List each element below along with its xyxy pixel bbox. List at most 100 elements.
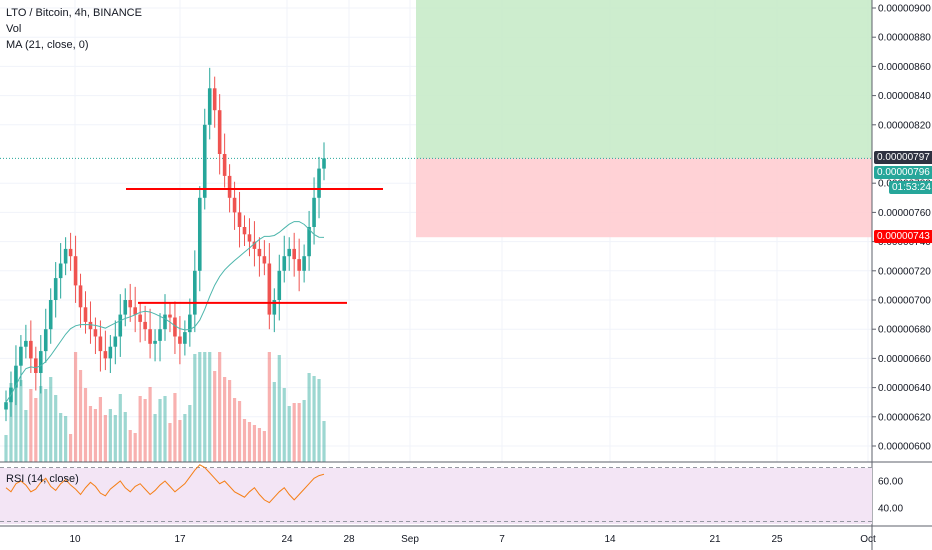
candle-body[interactable] [43, 329, 48, 352]
candle-body[interactable] [83, 307, 88, 322]
candle-body[interactable] [24, 340, 28, 347]
candle-body[interactable] [14, 365, 18, 388]
volume-bar [93, 409, 98, 462]
volume-bar [237, 401, 242, 462]
candle-body[interactable] [4, 402, 8, 410]
candle-body[interactable] [267, 263, 272, 315]
candle-body[interactable] [282, 256, 287, 271]
candle-body[interactable] [73, 256, 78, 286]
volume-bar [143, 399, 147, 462]
volume-bar [14, 371, 18, 462]
y-tick-label: 0.00000820 [878, 120, 931, 131]
candle-body[interactable] [133, 307, 137, 315]
candle-body[interactable] [38, 351, 43, 373]
candle-body[interactable] [118, 314, 123, 337]
rsi-tick-label: 60.00 [878, 477, 903, 488]
candle-body[interactable] [202, 124, 207, 198]
candle-body[interactable] [193, 270, 197, 315]
volume-bar [242, 419, 247, 462]
x-tick-label: 28 [343, 534, 355, 545]
candle-body[interactable] [103, 351, 108, 359]
y-tick-label: 0.00000680 [878, 325, 931, 336]
candle-body[interactable] [317, 168, 321, 198]
candle-body[interactable] [138, 314, 142, 322]
x-tick-label: 21 [709, 534, 721, 545]
candle-body[interactable] [262, 256, 267, 264]
candle-body[interactable] [222, 154, 227, 176]
y-tick-label: 0.00000720 [878, 266, 931, 277]
volume-bar [208, 352, 212, 462]
candle-body[interactable] [98, 336, 103, 352]
candle-body[interactable] [143, 321, 147, 330]
volume-bar [272, 382, 276, 462]
legend-rsi: RSI (14, close) [6, 473, 79, 485]
candle-body[interactable] [247, 234, 252, 242]
candle-body[interactable] [232, 197, 237, 213]
volume-bar [178, 420, 182, 462]
candle-body[interactable] [197, 197, 202, 271]
x-tick-label: 14 [604, 534, 616, 545]
candle-body[interactable] [292, 248, 296, 260]
candle-body[interactable] [128, 300, 133, 308]
y-tick-label: 0.00000760 [878, 208, 931, 219]
candle-body[interactable] [158, 329, 162, 341]
candle-body[interactable] [148, 329, 152, 344]
candle-body[interactable] [212, 88, 217, 111]
volume-bar [128, 430, 132, 462]
candle-body[interactable] [178, 336, 182, 344]
candle-body[interactable] [312, 197, 316, 227]
stop-loss-zone[interactable] [416, 158, 872, 238]
candle-body[interactable] [217, 110, 222, 154]
candle-body[interactable] [183, 332, 187, 344]
candle-body[interactable] [113, 336, 118, 347]
volume-bar [4, 435, 8, 462]
candle-body[interactable] [287, 248, 292, 257]
candle-body[interactable] [302, 256, 306, 271]
volume-bar [39, 386, 43, 462]
candle-body[interactable] [188, 314, 192, 333]
candle-body[interactable] [29, 340, 33, 359]
volume-bar [173, 393, 177, 462]
candle-body[interactable] [207, 88, 212, 125]
candle-body[interactable] [34, 358, 38, 373]
candle-body[interactable] [58, 263, 63, 279]
candle-body[interactable] [68, 248, 73, 257]
candle-body[interactable] [257, 248, 262, 257]
candle-body[interactable] [19, 346, 23, 366]
take-profit-zone[interactable] [416, 0, 872, 159]
candle-body[interactable] [237, 212, 242, 227]
volume-bar [257, 428, 262, 462]
candle-body[interactable] [272, 300, 277, 315]
volume-bar [302, 400, 306, 462]
candle-body[interactable] [252, 241, 257, 249]
candle-body[interactable] [242, 227, 247, 235]
candle-body[interactable] [93, 329, 98, 337]
candle-body[interactable] [78, 285, 83, 308]
volume-bar [317, 379, 321, 462]
candle-body[interactable] [63, 248, 68, 264]
volume-bar [292, 403, 296, 462]
candle-body[interactable] [53, 278, 58, 300]
volume-bar [138, 396, 142, 462]
volume-bar [213, 371, 217, 462]
candle-body[interactable] [48, 300, 53, 330]
candle-body[interactable] [108, 346, 113, 359]
candle-body[interactable] [277, 270, 282, 300]
volume-bar [118, 394, 122, 462]
volume-bar [148, 387, 152, 462]
candle-body[interactable] [173, 317, 177, 337]
candle-body[interactable] [297, 259, 301, 271]
volume-bar [158, 399, 162, 462]
candle-body[interactable] [168, 314, 172, 318]
candle-body[interactable] [88, 321, 93, 330]
volume-bar [103, 415, 107, 462]
x-tick-label: 10 [69, 534, 81, 545]
candle-body[interactable] [322, 158, 326, 169]
candle-body[interactable] [307, 227, 311, 257]
candle-body[interactable] [227, 175, 232, 198]
candle-body[interactable] [123, 300, 128, 315]
candle-body[interactable] [163, 314, 167, 330]
candle-body[interactable] [153, 340, 157, 344]
